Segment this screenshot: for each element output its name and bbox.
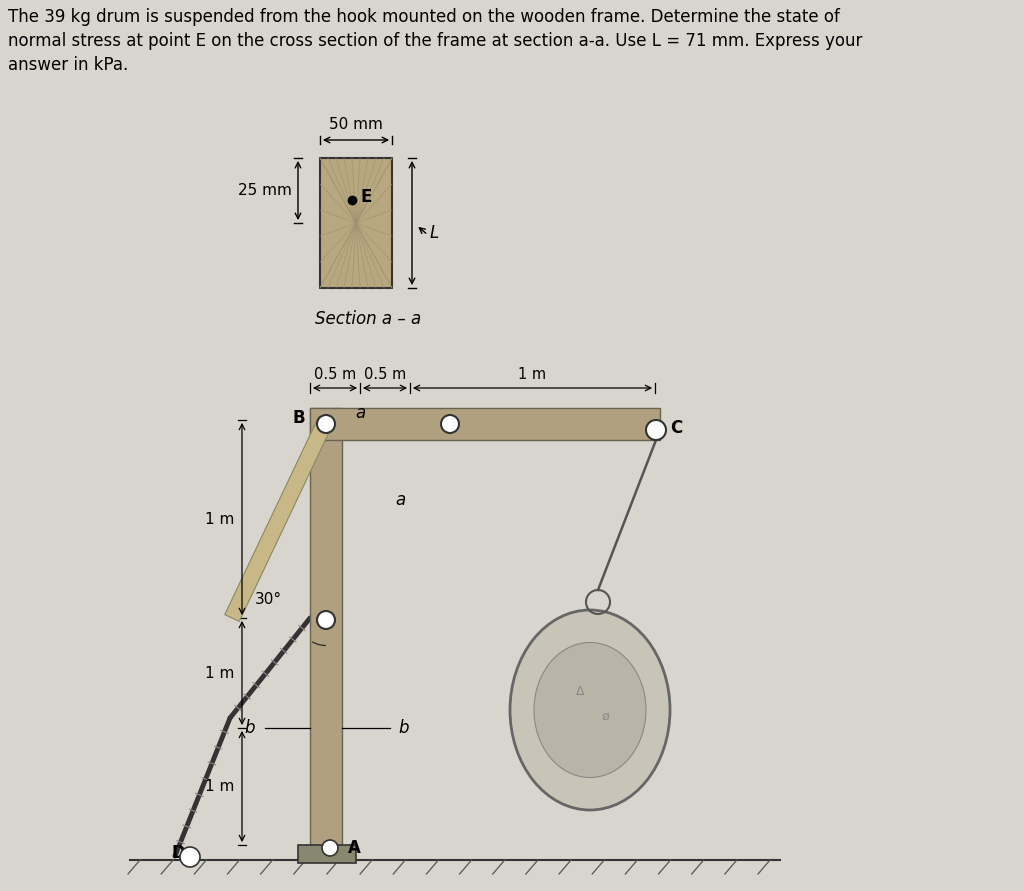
Text: 30°: 30°: [254, 593, 282, 608]
Circle shape: [180, 847, 200, 867]
Circle shape: [322, 840, 338, 856]
Text: 1 m: 1 m: [205, 511, 234, 527]
Bar: [310, 408, 342, 845]
Text: E: E: [360, 188, 372, 206]
Text: The 39 kg drum is suspended from the hook mounted on the wooden frame. Determine: The 39 kg drum is suspended from the hoo…: [8, 8, 840, 26]
Text: ø: ø: [601, 710, 609, 723]
Text: a: a: [355, 404, 366, 422]
Text: 0.5 m: 0.5 m: [364, 367, 407, 382]
Text: Δ: Δ: [575, 685, 585, 698]
Bar: [298, 845, 356, 863]
Text: b: b: [398, 719, 409, 737]
Bar: [319, 158, 392, 288]
Text: Section a – a: Section a – a: [315, 310, 421, 328]
Ellipse shape: [510, 610, 670, 810]
Ellipse shape: [534, 642, 646, 778]
Bar: [310, 408, 660, 440]
Polygon shape: [225, 417, 333, 621]
Text: b: b: [245, 719, 255, 737]
Text: a: a: [395, 491, 406, 509]
Text: L: L: [430, 224, 439, 242]
Circle shape: [317, 611, 335, 629]
Text: 50 mm: 50 mm: [329, 117, 383, 132]
Text: 1 m: 1 m: [518, 367, 547, 382]
Text: answer in kPa.: answer in kPa.: [8, 56, 128, 74]
Circle shape: [317, 415, 335, 433]
Text: A: A: [348, 839, 360, 857]
Text: normal stress at point E on the cross section of the frame at section a-a. Use L: normal stress at point E on the cross se…: [8, 32, 862, 50]
Circle shape: [441, 415, 459, 433]
Text: D: D: [171, 844, 185, 862]
Circle shape: [646, 420, 666, 440]
Text: C: C: [670, 419, 682, 437]
Text: 1 m: 1 m: [205, 779, 234, 794]
Text: B: B: [293, 409, 305, 427]
Text: 1 m: 1 m: [205, 666, 234, 681]
Text: 0.5 m: 0.5 m: [314, 367, 356, 382]
Text: 25 mm: 25 mm: [239, 183, 292, 198]
